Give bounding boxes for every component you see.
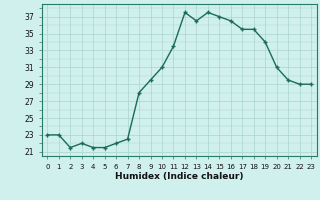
X-axis label: Humidex (Indice chaleur): Humidex (Indice chaleur) xyxy=(115,172,244,181)
